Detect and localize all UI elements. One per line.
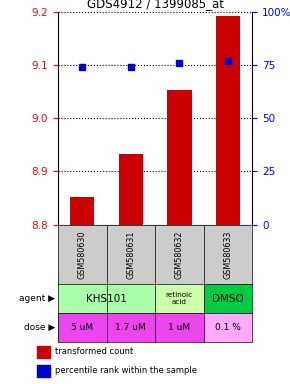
Text: agent ▶: agent ▶ <box>19 294 55 303</box>
Bar <box>167 90 192 225</box>
Bar <box>37 346 50 358</box>
Text: 5 uM: 5 uM <box>71 323 93 332</box>
Text: percentile rank within the sample: percentile rank within the sample <box>55 366 197 376</box>
Text: GSM580632: GSM580632 <box>175 230 184 279</box>
Bar <box>37 365 50 377</box>
Text: GSM580633: GSM580633 <box>224 230 233 278</box>
Text: DMSO: DMSO <box>212 293 244 304</box>
Text: 1.7 uM: 1.7 uM <box>115 323 146 332</box>
Text: transformed count: transformed count <box>55 347 133 356</box>
Text: dose ▶: dose ▶ <box>24 323 55 332</box>
Text: GSM580631: GSM580631 <box>126 230 135 278</box>
Text: KHS101: KHS101 <box>86 293 127 304</box>
Bar <box>216 16 240 225</box>
Text: GSM580630: GSM580630 <box>78 230 87 278</box>
Text: 1 uM: 1 uM <box>168 323 191 332</box>
Text: 0.1 %: 0.1 % <box>215 323 241 332</box>
Title: GDS4912 / 1399085_at: GDS4912 / 1399085_at <box>87 0 224 10</box>
Bar <box>70 197 95 225</box>
Bar <box>119 154 143 225</box>
Text: retinoic
acid: retinoic acid <box>166 292 193 305</box>
